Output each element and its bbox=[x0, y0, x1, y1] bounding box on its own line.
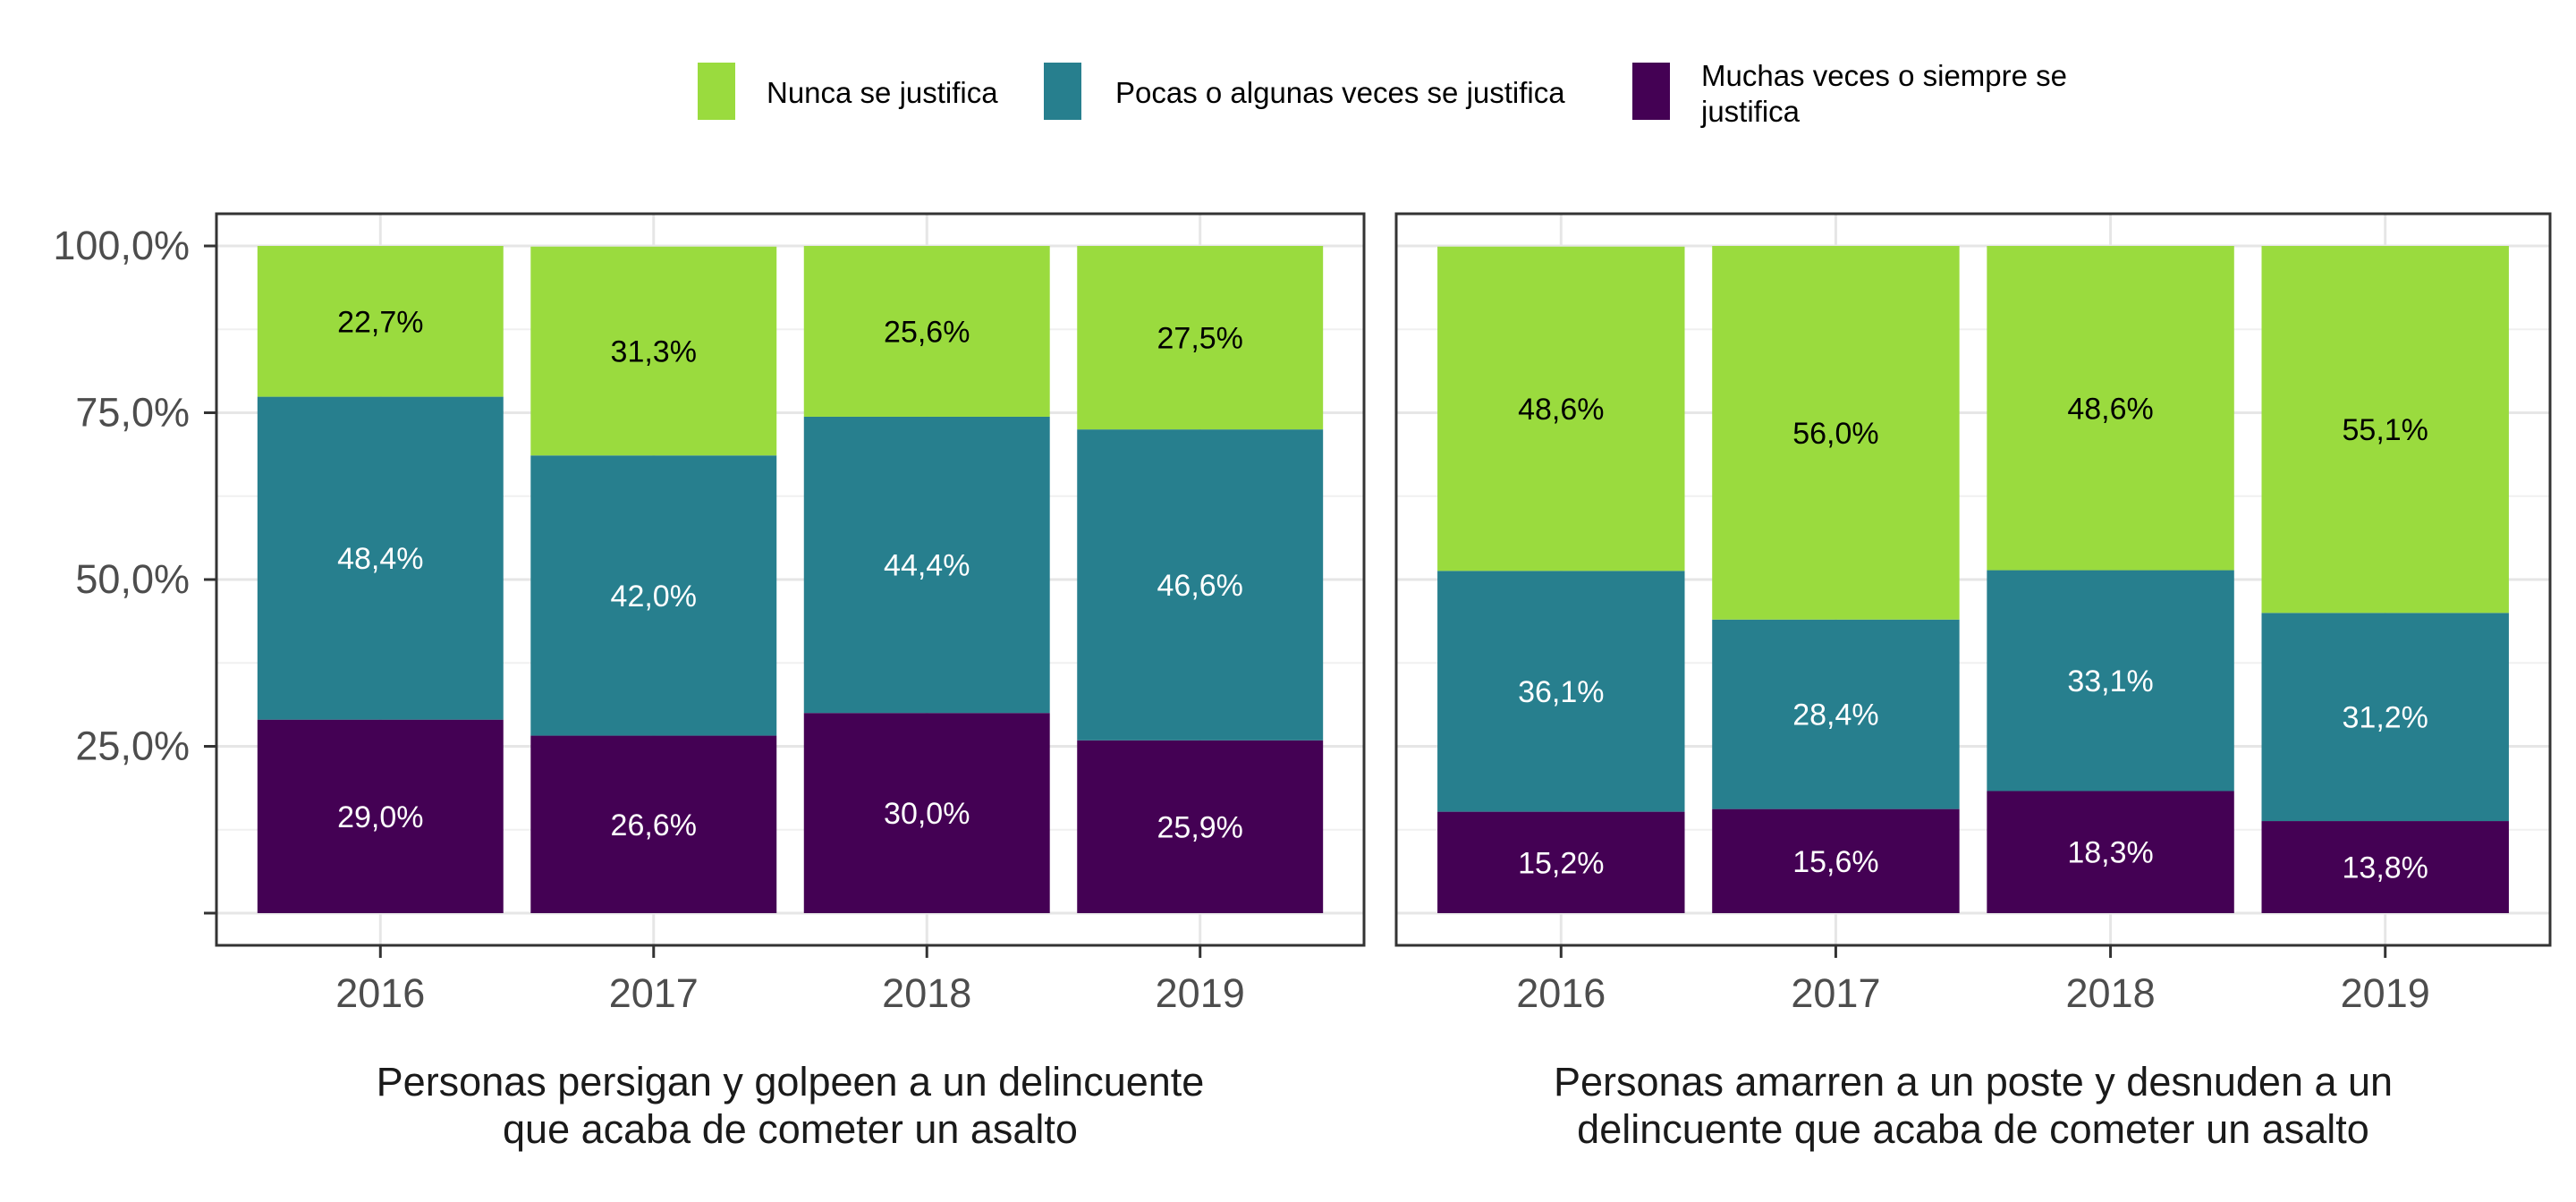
data-label-nunca-2018: 48,6% bbox=[2067, 392, 2153, 426]
panel-title-1: Personas persigan y golpeen a un delincu… bbox=[377, 1059, 1205, 1152]
panel-1: 29,0% 48,4% 22,7% 26,6% 42,0% 31,3% 30,0% 44,4%… bbox=[53, 212, 1366, 1152]
legend-label-pocas: Pocas o algunas veces se justifica bbox=[1115, 76, 1565, 109]
data-label-nunca-2019: 27,5% bbox=[1157, 322, 1243, 356]
data-label-muchas-2016: 15,2% bbox=[1518, 846, 1604, 880]
data-label-muchas-2016: 29,0% bbox=[337, 800, 423, 834]
y-tick-label: 100,0% bbox=[53, 223, 190, 268]
data-label-pocas-2018: 44,4% bbox=[884, 549, 970, 583]
legend-swatch-pocas bbox=[1044, 63, 1081, 120]
y-axis: 25,0% 50,0% 75,0% 100,0% bbox=[53, 223, 216, 915]
bar-muchas-2018 bbox=[803, 713, 1050, 913]
data-label-pocas-2019: 46,6% bbox=[1157, 569, 1243, 603]
x-tick-label-2019: 2019 bbox=[1156, 970, 1245, 1016]
bar-muchas-2017 bbox=[530, 735, 777, 913]
data-label-muchas-2018: 18,3% bbox=[2067, 836, 2153, 870]
x-tick-label-2017: 2017 bbox=[609, 970, 699, 1016]
bar-nunca-2017 bbox=[530, 246, 777, 456]
bar-nunca-2016 bbox=[257, 246, 504, 397]
bar-pocas-2017 bbox=[530, 455, 777, 736]
panel-title-2: Personas amarren a un poste y desnuden a… bbox=[1554, 1059, 2393, 1152]
data-label-nunca-2019: 55,1% bbox=[2343, 413, 2428, 447]
data-label-pocas-2018: 33,1% bbox=[2067, 664, 2153, 698]
bar-pocas-2016 bbox=[1437, 571, 1685, 812]
bar-pocas-2019 bbox=[2261, 613, 2509, 822]
bar-muchas-2016 bbox=[257, 719, 504, 913]
x-tick-label-2017: 2017 bbox=[1791, 970, 1880, 1016]
bar-nunca-2018 bbox=[1987, 246, 2234, 571]
data-label-nunca-2016: 22,7% bbox=[337, 305, 423, 339]
data-label-nunca-2017: 56,0% bbox=[1792, 417, 1878, 451]
data-label-nunca-2017: 31,3% bbox=[611, 334, 697, 368]
data-label-nunca-2018: 25,6% bbox=[884, 315, 970, 349]
x-tick-label-2016: 2016 bbox=[1516, 970, 1606, 1016]
bar-nunca-2017 bbox=[1712, 246, 1960, 620]
legend-swatch-nunca bbox=[698, 63, 735, 120]
data-label-muchas-2019: 25,9% bbox=[1157, 810, 1243, 844]
bar-pocas-2018 bbox=[803, 416, 1050, 714]
bar-nunca-2018 bbox=[803, 246, 1050, 417]
data-label-muchas-2017: 26,6% bbox=[611, 808, 697, 842]
data-label-muchas-2017: 15,6% bbox=[1792, 845, 1878, 879]
legend-swatch-muchas bbox=[1632, 63, 1670, 120]
data-label-muchas-2019: 13,8% bbox=[2343, 851, 2428, 885]
data-label-pocas-2016: 48,4% bbox=[337, 542, 423, 576]
x-tick-label-2019: 2019 bbox=[2341, 970, 2430, 1016]
x-tick-label-2016: 2016 bbox=[335, 970, 425, 1016]
panel-border bbox=[1394, 212, 2552, 947]
bar-pocas-2016 bbox=[257, 396, 504, 720]
bars: 15,2% 36,1% 48,6% 15,6% 28,4% 56,0% 18,3% 33,1%… bbox=[1437, 246, 2509, 913]
data-label-pocas-2016: 36,1% bbox=[1518, 675, 1604, 709]
y-tick-label: 50,0% bbox=[75, 556, 190, 602]
x-tick-label-2018: 2018 bbox=[882, 970, 971, 1016]
legend-label-nunca: Nunca se justifica bbox=[767, 76, 998, 109]
bar-nunca-2019 bbox=[2261, 246, 2509, 614]
panel-2: 15,2% 36,1% 48,6% 15,6% 28,4% 56,0% 18,3% 33,1%… bbox=[1394, 212, 2552, 1152]
bars: 29,0% 48,4% 22,7% 26,6% 42,0% 31,3% 30,0% 44,4%… bbox=[257, 246, 1324, 913]
x-tick-label-2018: 2018 bbox=[2066, 970, 2156, 1016]
bar-muchas-2016 bbox=[1437, 811, 1685, 913]
data-label-pocas-2017: 42,0% bbox=[611, 580, 697, 614]
bar-pocas-2019 bbox=[1077, 429, 1324, 741]
panels: 29,0% 48,4% 22,7% 26,6% 42,0% 31,3% 30,0% 44,4%… bbox=[53, 212, 2552, 1152]
legend-label-muchas: Muchas veces o siempre se justifica bbox=[1700, 59, 2067, 128]
bar-nunca-2019 bbox=[1077, 246, 1324, 430]
bar-pocas-2018 bbox=[1987, 570, 2234, 791]
bar-muchas-2018 bbox=[1987, 791, 2234, 913]
legend: Nunca se justifica Pocas o algunas veces … bbox=[698, 59, 2067, 128]
bar-pocas-2017 bbox=[1712, 619, 1960, 809]
bar-muchas-2019 bbox=[2261, 821, 2509, 913]
y-tick-label: 75,0% bbox=[75, 390, 190, 436]
data-label-pocas-2017: 28,4% bbox=[1792, 698, 1878, 732]
bar-nunca-2016 bbox=[1437, 246, 1685, 571]
bar-muchas-2017 bbox=[1712, 808, 1960, 913]
data-label-pocas-2019: 31,2% bbox=[2343, 701, 2428, 735]
bar-muchas-2019 bbox=[1077, 740, 1324, 913]
data-label-nunca-2016: 48,6% bbox=[1518, 393, 1604, 427]
data-label-muchas-2018: 30,0% bbox=[884, 797, 970, 831]
y-tick-label: 25,0% bbox=[75, 724, 190, 769]
